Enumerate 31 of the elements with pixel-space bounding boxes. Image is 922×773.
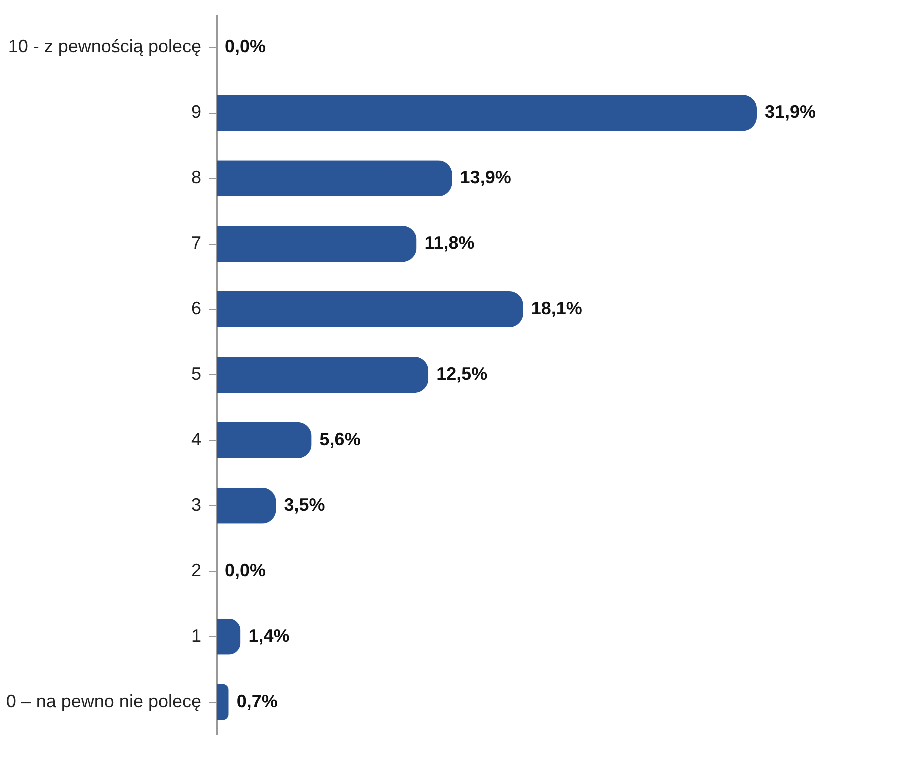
- y-tick-label: 7: [191, 233, 202, 254]
- bar: [217, 226, 417, 262]
- data-label: 5,6%: [320, 429, 361, 450]
- y-tick-label: 8: [191, 168, 202, 188]
- data-label: 18,1%: [531, 298, 582, 319]
- data-label: 0,0%: [225, 560, 266, 580]
- y-tick-label: 0 – na pewno nie polecę: [6, 691, 202, 712]
- y-tick-label: 4: [191, 429, 202, 450]
- data-label: 13,9%: [460, 168, 512, 188]
- bar: [217, 95, 757, 132]
- data-label: 31,9%: [765, 102, 816, 122]
- data-label: 12,5%: [436, 364, 488, 384]
- data-label: 3,5%: [284, 494, 326, 515]
- bar: [217, 292, 524, 328]
- data-label: 0,0%: [225, 36, 266, 57]
- y-tick-label: 2: [191, 560, 202, 580]
- y-tick-label: 3: [191, 494, 202, 515]
- y-tick-label: 10 - z pewnością polecę: [8, 36, 202, 57]
- data-label: 11,8%: [424, 233, 475, 254]
- bar: [217, 357, 429, 393]
- y-tick-label: 9: [191, 102, 202, 122]
- data-label: 0,7%: [236, 691, 278, 712]
- bar: [217, 618, 241, 655]
- bar: [217, 684, 229, 720]
- bar: [217, 422, 312, 458]
- y-tick-label: 6: [191, 298, 202, 319]
- bar: [217, 160, 452, 197]
- bar: [217, 488, 276, 524]
- data-label: 1,4%: [248, 626, 290, 646]
- y-tick-label: 1: [191, 626, 202, 646]
- y-tick-label: 5: [191, 364, 202, 384]
